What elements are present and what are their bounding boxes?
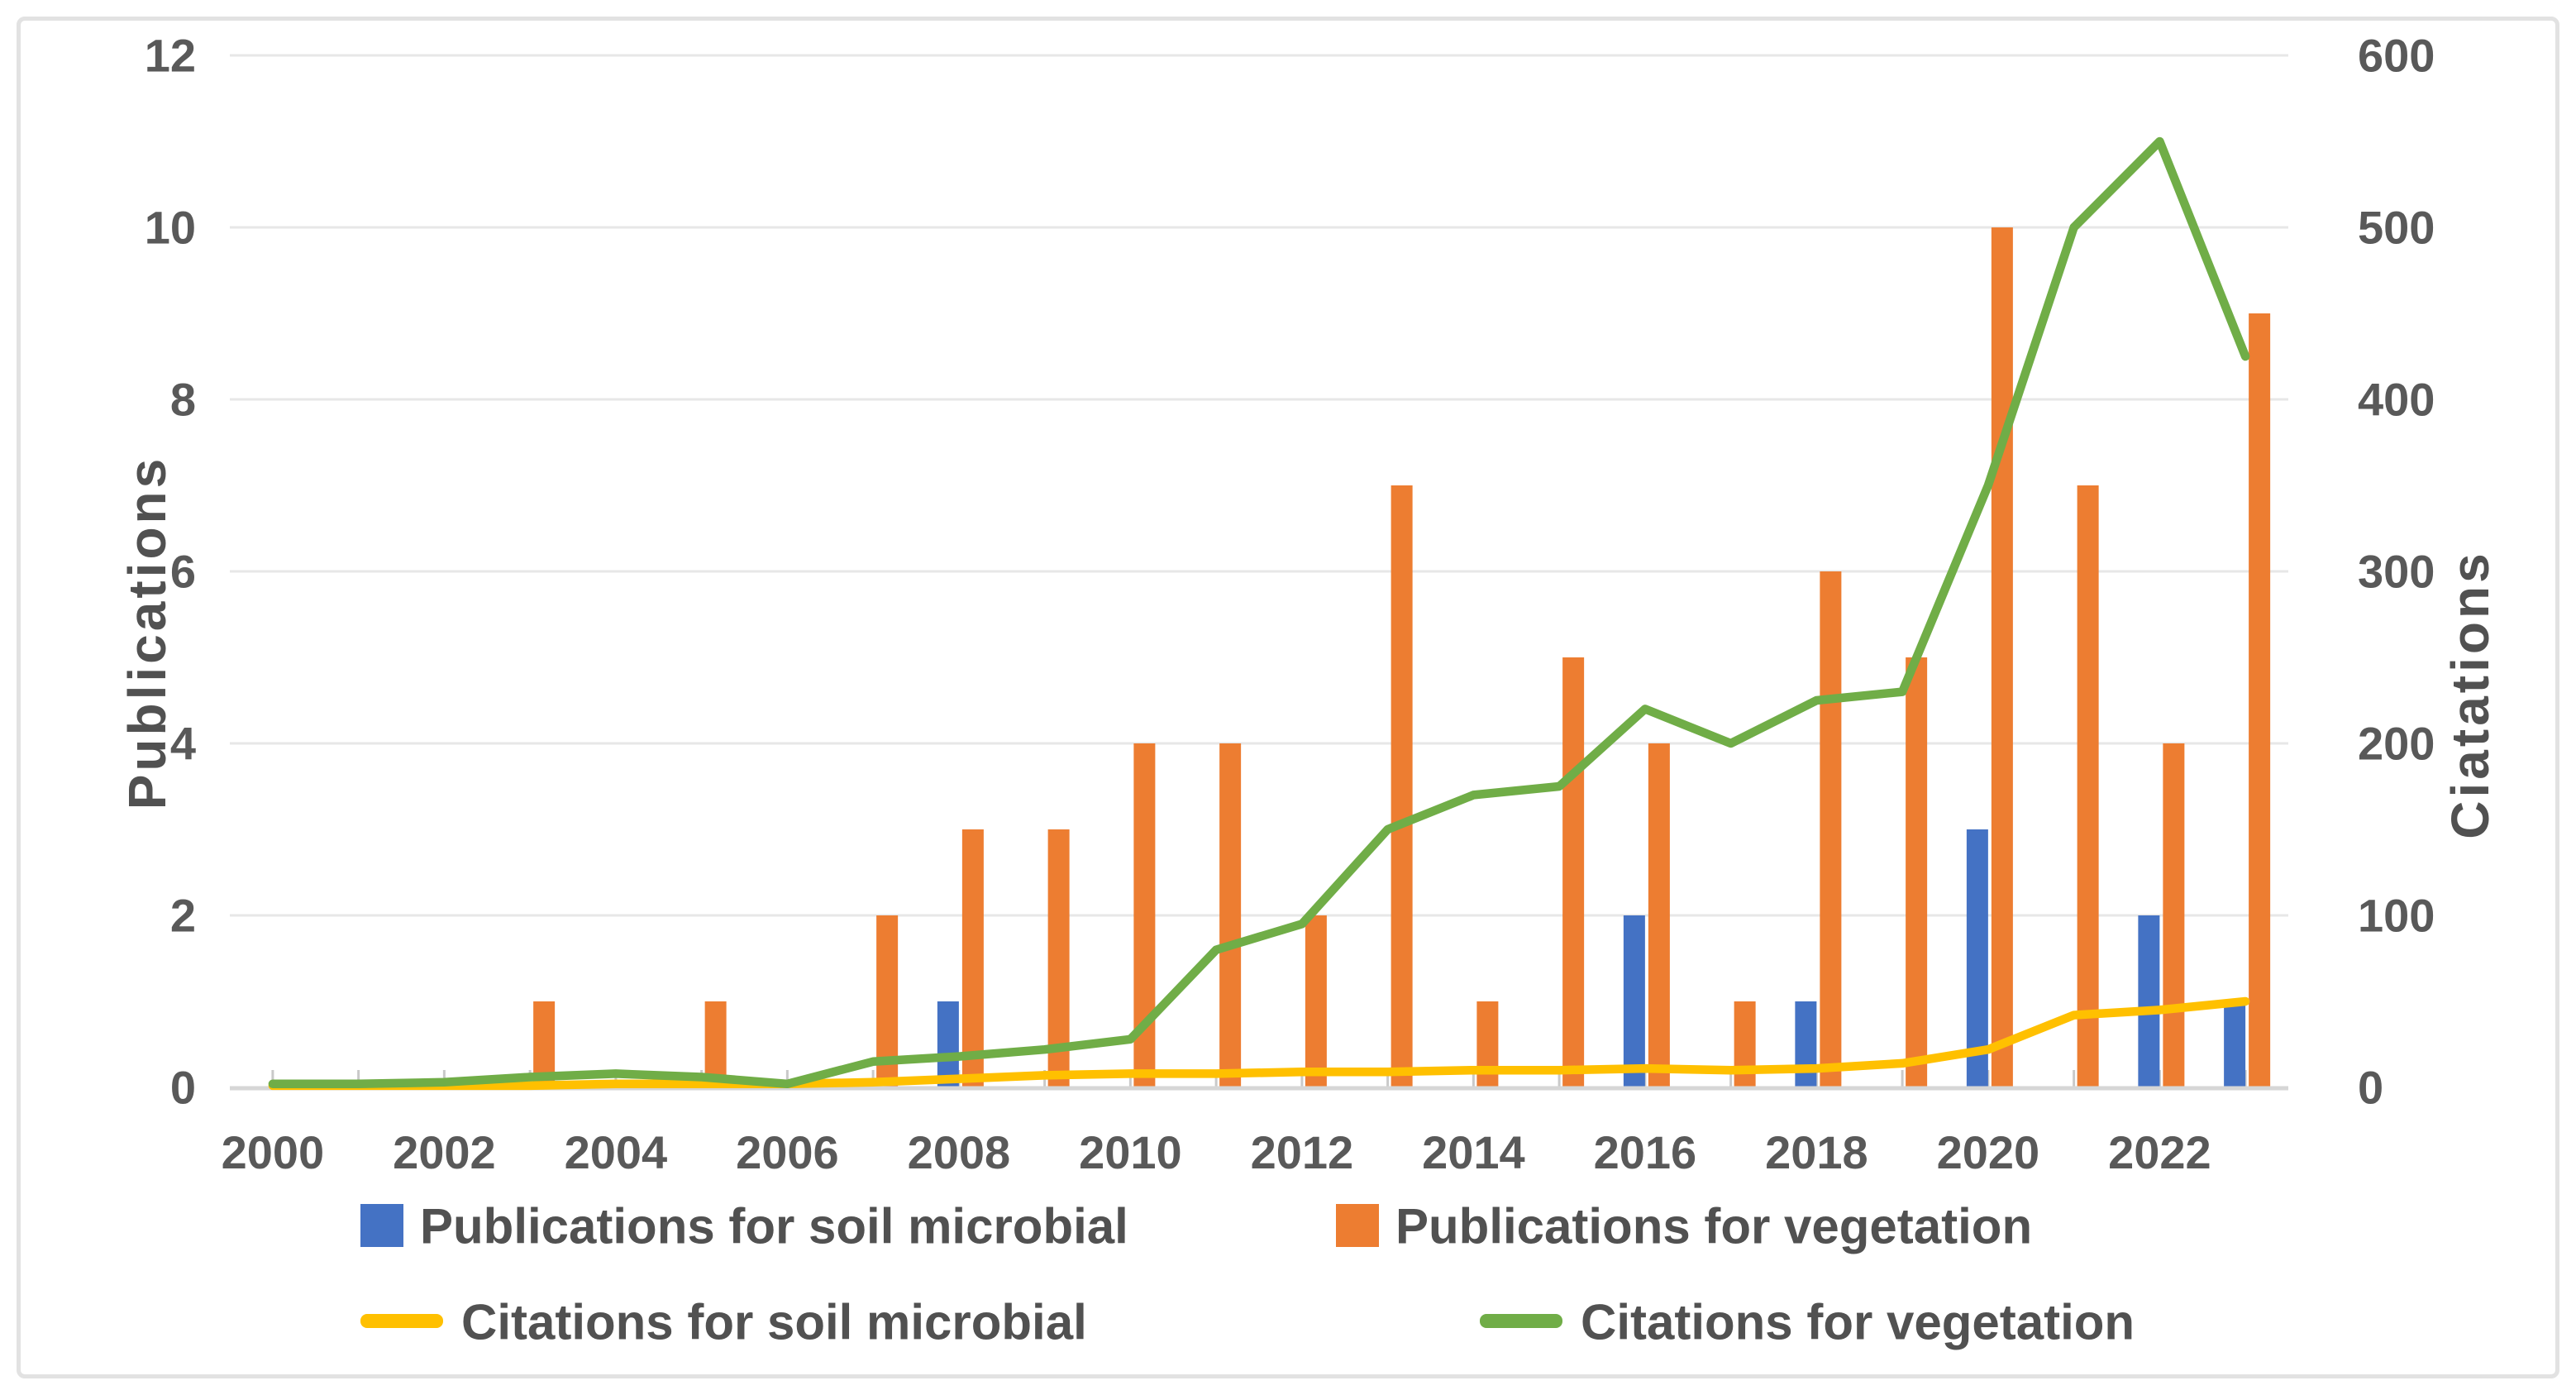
citations-vegetation-line [268,136,2250,1089]
legend-swatch-publications-soil [360,1204,403,1247]
right-axis-title: Ciatations [2440,550,2500,838]
bar-series [533,227,2271,1087]
bar-vegetation-2023 [2249,313,2271,1087]
x-axis-tick-label: 2004 [565,1126,668,1178]
left-axis-tick-label: 4 [170,718,196,770]
bar-vegetation-2015 [1562,657,1585,1087]
left-axis-tick-label: 10 [145,202,196,254]
x-axis-tick-label: 2016 [1594,1126,1697,1178]
legend-label-citations-soil: Citations for soil microbial [461,1295,1087,1350]
bar-soil-microbial-2020 [1966,829,1988,1087]
bar-vegetation-2008 [961,829,984,1087]
x-axis-tick-label: 2008 [908,1126,1011,1178]
x-axis-tick-label: 2022 [2108,1126,2211,1178]
right-axis-tick-label: 500 [2358,202,2435,254]
bar-soil-microbial-2018 [1795,1001,1817,1087]
line-series [268,136,2250,1091]
legend-label-citations-vegetation: Citations for vegetation [1581,1295,2135,1350]
bar-soil-microbial-2022 [2138,915,2160,1087]
bar-vegetation-2019 [1906,657,1928,1087]
right-axis-tick-label: 0 [2358,1062,2383,1114]
x-axis-tick-label: 2018 [1765,1126,1868,1178]
right-axis-tick-label: 100 [2358,890,2435,942]
x-axis-tick-label: 2020 [1937,1126,2040,1178]
right-axis-tick-label: 200 [2358,718,2435,770]
bar-soil-microbial-2023 [2224,1001,2246,1087]
citations-soil-line [268,996,2250,1091]
legend: Publications for soil microbial Publicat… [360,1199,2135,1350]
left-axis-title: Publications [117,456,177,810]
bar-vegetation-2016 [1648,743,1670,1087]
bar-vegetation-2022 [2163,743,2185,1087]
x-axis-tick-label: 2012 [1251,1126,1354,1178]
right-axis-tick-label: 300 [2358,546,2435,598]
left-axis-tick-label: 6 [170,546,196,598]
x-axis-tick-label: 2010 [1079,1126,1182,1178]
right-axis-tick-label: 600 [2358,30,2435,82]
legend-label-publications-soil: Publications for soil microbial [420,1199,1128,1254]
bar-vegetation-2005 [704,1001,727,1087]
bar-soil-microbial-2008 [937,1001,959,1087]
bar-vegetation-2011 [1219,743,1242,1087]
bar-vegetation-2021 [2077,485,2099,1087]
right-axis-tick-label: 400 [2358,374,2435,426]
axis-tick-labels: 0 2 4 6 8 10 12 0 100 200 300 400 500 600 2000 2002 2004… [145,30,2435,1178]
legend-label-publications-vegetation: Publications for vegetation [1395,1199,2032,1254]
x-axis-tick-label: 2014 [1422,1126,1525,1178]
legend-swatch-citations-soil [360,1314,443,1328]
left-axis-tick-label: 0 [170,1062,196,1114]
left-axis-tick-label: 2 [170,890,196,942]
left-axis-tick-label: 12 [145,30,196,82]
bar-vegetation-2018 [1820,571,1842,1087]
left-axis-tick-label: 8 [170,374,196,426]
bar-vegetation-2017 [1734,1001,1756,1087]
bar-soil-microbial-2016 [1623,915,1645,1087]
x-axis-tick-label: 2002 [393,1126,496,1178]
legend-swatch-publications-vegetation [1336,1204,1379,1247]
x-axis-tick-label: 2000 [222,1126,325,1178]
bar-vegetation-2020 [1991,227,2013,1087]
legend-swatch-citations-vegetation [1480,1314,1562,1328]
bar-vegetation-2012 [1305,915,1327,1087]
bar-vegetation-2013 [1391,485,1413,1087]
x-axis-tick-label: 2006 [736,1126,839,1178]
gridlines [230,54,2288,917]
